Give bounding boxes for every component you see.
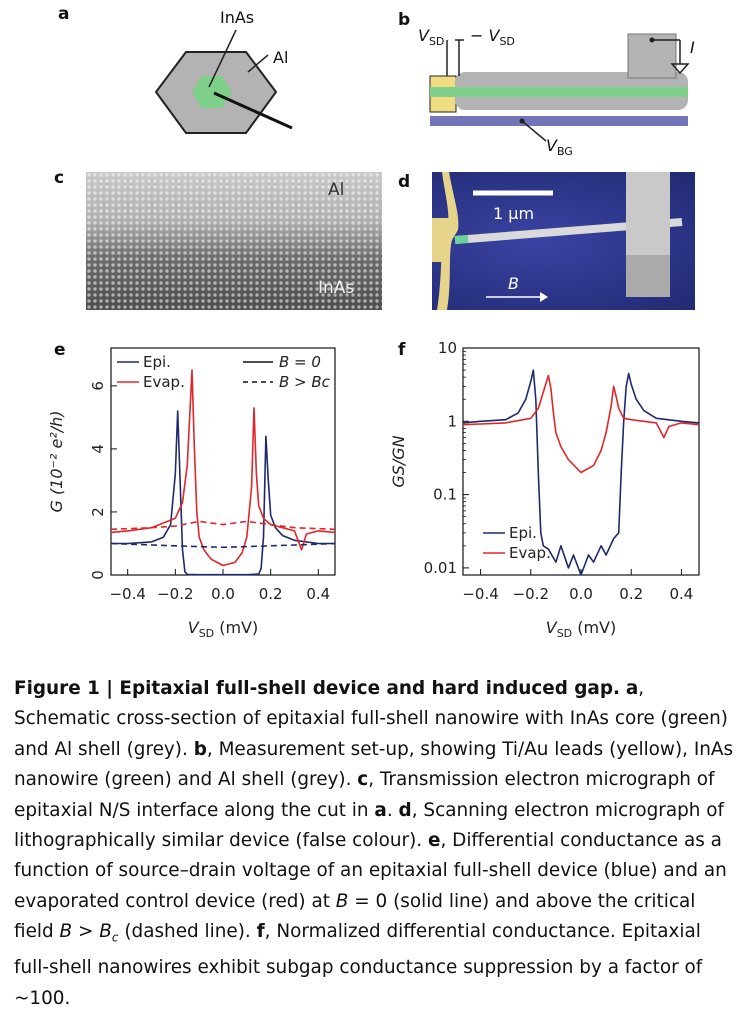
caption-c-ref: a — [374, 799, 387, 821]
panel-letter-c: c — [54, 168, 65, 188]
y-tick-label-f: 1 — [447, 412, 457, 430]
label-al-a: Al — [273, 48, 289, 67]
y-tick-label-f: 0.1 — [433, 486, 457, 504]
y-tick-label-e: 0 — [89, 570, 107, 580]
back-gate — [430, 116, 688, 126]
label-scale: 1 μm — [493, 204, 535, 223]
x-tick-label-f: −0.2 — [513, 585, 549, 603]
series-e-evap — [110, 369, 336, 567]
x-tick-label-e: 0.0 — [211, 585, 235, 603]
figure-caption: Figure 1 | Epitaxial full-shell device a… — [14, 678, 734, 1009]
y-tick-label-e: 6 — [89, 381, 107, 391]
caption-d: Scanning electron micrograph of lithogra… — [14, 799, 724, 852]
x-tick-label-e: −0.2 — [157, 585, 193, 603]
legend-label-f: Evap. — [509, 544, 551, 562]
x-tick-label-f: 0.4 — [669, 585, 693, 603]
y-axis-label-e: G (10⁻² e²/h) — [47, 410, 66, 512]
x-tick-label-e: 0.2 — [259, 585, 283, 603]
y-tick-label-f: 10 — [438, 339, 457, 357]
caption-e1: Differential conductance as a function o… — [14, 830, 727, 912]
label-vsd-right: − VSD — [470, 26, 515, 49]
caption-ref-d: d — [398, 799, 412, 821]
series-e-epi — [111, 410, 335, 576]
y-tick-label-e: 2 — [89, 507, 107, 517]
label-field: B — [508, 274, 519, 293]
plot-frame-f — [462, 347, 700, 576]
caption-b: Measurement set-up, showing Ti/Au leads … — [14, 738, 734, 791]
caption-ref-e: e — [427, 830, 441, 852]
sem-micrograph — [432, 172, 695, 310]
caption-ref-a: a — [625, 678, 639, 699]
x-axis-label-f: VSD (mV) — [546, 618, 617, 640]
panel-letter-a: a — [58, 4, 70, 24]
y-tick-label-e: 4 — [89, 444, 107, 454]
caption-title: Figure 1 | Epitaxial full-shell device a… — [14, 678, 620, 699]
x-axis-label-e: VSD (mV) — [188, 618, 259, 640]
caption-a: Schematic cross-section of epitaxial ful… — [14, 708, 728, 760]
ground-symbol — [670, 63, 690, 75]
label-inas-c: InAs — [318, 278, 355, 298]
legend-style-label-e: B = 0 — [279, 353, 321, 371]
inas-pointer — [208, 29, 237, 88]
panel-letter-f: f — [398, 340, 406, 360]
x-tick-label-f: −0.4 — [462, 585, 498, 603]
panel-letter-e: e — [54, 340, 66, 360]
cut-line — [213, 91, 293, 130]
inas-core-hexagon — [192, 76, 232, 108]
label-vsd-left: VSD — [418, 26, 445, 49]
caption-c: Transmission electron micrograph of epit… — [14, 769, 715, 821]
y-tick-label-f: 0.01 — [424, 559, 457, 577]
panel-letter-b: b — [398, 10, 411, 30]
label-al-c: Al — [328, 180, 345, 200]
series-e-dashed-evap — [110, 520, 336, 531]
x-tick-label-e: −0.4 — [109, 585, 145, 603]
ti-au-lead — [429, 75, 457, 113]
legend-label-e: Evap. — [143, 373, 185, 391]
x-tick-label-f: 0.0 — [569, 585, 593, 603]
al-shell-bar — [455, 72, 688, 110]
series-f-epi — [462, 369, 700, 576]
nanowire-core — [430, 87, 688, 97]
y-axis-label-f: GS/GN — [389, 435, 408, 487]
series-f-evap — [462, 374, 700, 474]
caption-ref-f: f — [256, 921, 265, 943]
al-shell-hexagon — [154, 51, 278, 134]
caption-e3: (dashed line). — [124, 921, 251, 943]
tem-micrograph — [86, 172, 382, 310]
label-vbg: VBG — [546, 136, 573, 159]
top-contact — [627, 33, 677, 79]
panel-letter-d: d — [398, 172, 411, 192]
x-tick-label-e: 0.4 — [306, 585, 330, 603]
caption-ref-b: b — [193, 738, 207, 760]
caption-ref-c: c — [357, 769, 369, 791]
legend-label-e: Epi. — [143, 353, 171, 371]
label-inas-a: InAs — [220, 8, 255, 27]
legend-style-label-e: B > Bc — [279, 373, 331, 391]
caption-b-symbol: B — [335, 890, 349, 912]
al-pointer — [247, 54, 269, 73]
caption-b-gt-bc: B > Bc — [59, 921, 119, 945]
legend-label-f: Epi. — [509, 524, 537, 542]
label-current: I — [690, 38, 695, 57]
x-tick-label-f: 0.2 — [619, 585, 643, 603]
caption-e2: = 0 (solid line) and above the critical … — [14, 890, 696, 943]
series-e-dashed-epi — [110, 542, 336, 549]
plot-frame-e — [110, 347, 336, 576]
caption-f: Normalized differential conductance. Epi… — [14, 921, 703, 1009]
